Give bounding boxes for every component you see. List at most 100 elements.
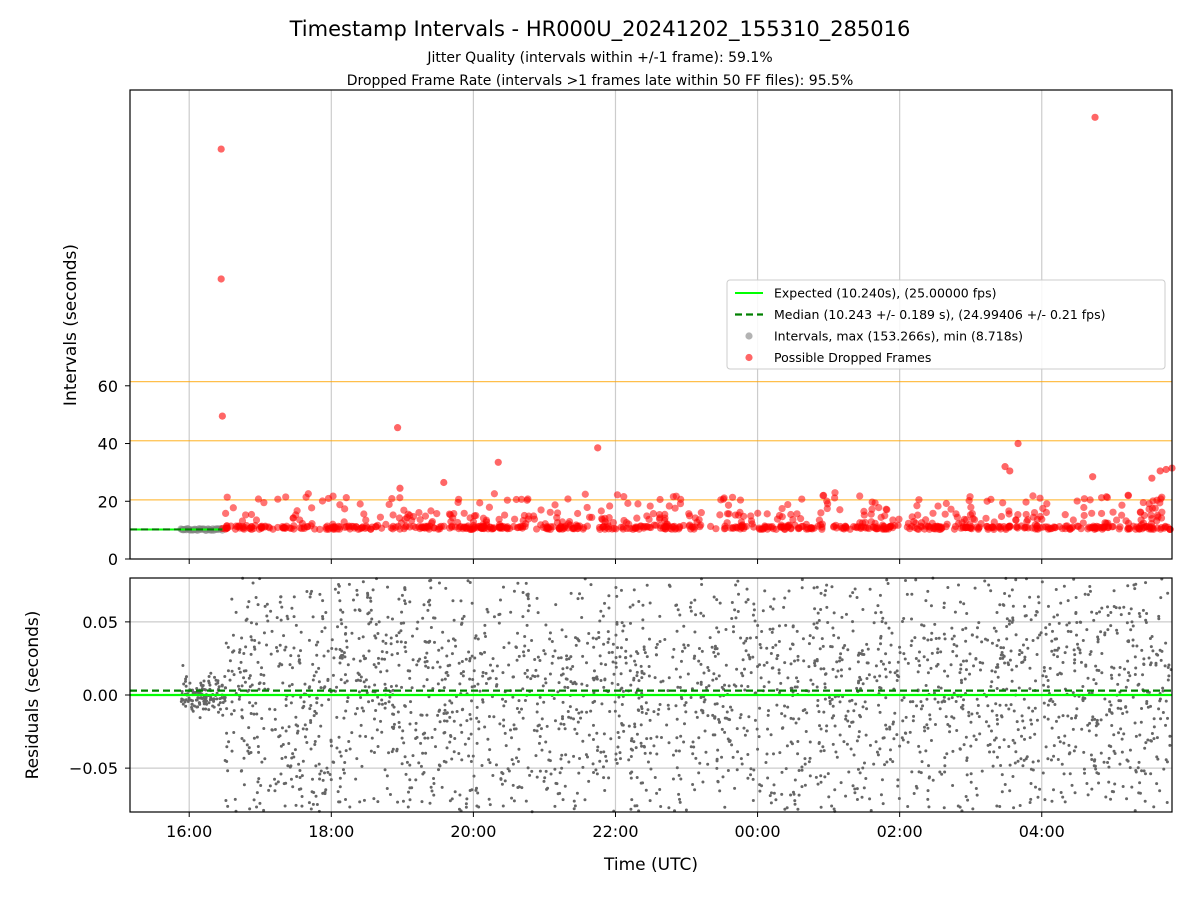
residual-point bbox=[336, 790, 340, 794]
residual-point bbox=[598, 759, 602, 763]
residual-point bbox=[596, 745, 600, 749]
residual-point bbox=[827, 696, 831, 700]
residual-point bbox=[1059, 601, 1063, 605]
residual-point bbox=[699, 611, 703, 615]
dropped-frame-point bbox=[778, 513, 786, 521]
dropped-frame-point bbox=[930, 523, 939, 531]
residual-point bbox=[797, 793, 801, 797]
residual-point bbox=[889, 643, 893, 647]
residual-point bbox=[416, 659, 420, 663]
residual-point bbox=[940, 700, 944, 704]
residual-point bbox=[1109, 703, 1113, 707]
residual-point bbox=[817, 618, 821, 622]
residual-point bbox=[710, 645, 714, 649]
residual-point bbox=[846, 648, 850, 652]
dropped-frame-outlier bbox=[440, 478, 448, 487]
residual-point bbox=[714, 677, 718, 681]
residual-point bbox=[924, 749, 928, 753]
residual-point bbox=[640, 710, 644, 714]
dropped-frame-point bbox=[841, 522, 850, 531]
residual-point bbox=[1008, 619, 1012, 623]
residual-point bbox=[1073, 669, 1077, 673]
residual-point bbox=[617, 714, 621, 718]
residual-point bbox=[1134, 770, 1138, 774]
residual-point bbox=[1057, 621, 1061, 625]
residual-point bbox=[933, 622, 937, 626]
x-tick-label: 22:00 bbox=[592, 822, 638, 841]
residual-point bbox=[692, 745, 696, 749]
dropped-frame-point bbox=[1098, 494, 1106, 502]
residual-point bbox=[485, 607, 489, 611]
residual-point bbox=[791, 624, 795, 628]
residual-point bbox=[723, 716, 727, 720]
residual-point bbox=[1103, 631, 1107, 635]
residual-point bbox=[939, 650, 943, 654]
residual-point bbox=[831, 667, 835, 671]
residual-point bbox=[262, 673, 266, 677]
residual-point bbox=[830, 697, 834, 701]
legend-box bbox=[726, 279, 1166, 370]
residual-point bbox=[984, 720, 988, 724]
residual-point bbox=[526, 597, 530, 601]
dropped-frame-point bbox=[656, 514, 664, 522]
residual-point bbox=[569, 591, 573, 595]
dropped-frame-point bbox=[606, 502, 614, 510]
residual-point bbox=[1065, 623, 1069, 627]
residual-point bbox=[180, 690, 184, 694]
residual-point bbox=[895, 673, 899, 677]
residual-point bbox=[1137, 612, 1141, 616]
residual-point bbox=[216, 681, 220, 685]
dropped-frame-point bbox=[824, 500, 832, 508]
dropped-frame-point bbox=[736, 496, 745, 504]
dropped-frame-point bbox=[697, 509, 705, 517]
residual-point bbox=[956, 583, 960, 587]
residual-point bbox=[622, 624, 626, 628]
residual-point bbox=[663, 638, 667, 642]
residual-point bbox=[774, 798, 778, 802]
residual-point bbox=[448, 699, 452, 703]
residual-point bbox=[633, 725, 637, 729]
residual-point bbox=[836, 669, 840, 673]
residual-point bbox=[403, 602, 407, 606]
dropped-frame-outlier bbox=[1001, 463, 1009, 471]
dropped-frame-outlier bbox=[394, 424, 402, 432]
dropped-frame-point bbox=[915, 496, 923, 504]
residual-point bbox=[1110, 665, 1114, 669]
residual-point bbox=[1119, 707, 1123, 711]
residual-point bbox=[303, 682, 307, 686]
residual-point bbox=[994, 629, 998, 633]
residual-point bbox=[1004, 703, 1008, 707]
residual-point bbox=[198, 716, 202, 720]
residual-point bbox=[621, 689, 625, 693]
residual-point bbox=[803, 762, 807, 766]
residual-point bbox=[777, 624, 781, 628]
residual-point bbox=[286, 617, 290, 621]
residual-point bbox=[1046, 678, 1050, 682]
residual-point bbox=[878, 747, 882, 751]
residual-point bbox=[369, 608, 373, 612]
residual-point bbox=[475, 716, 479, 720]
residual-point bbox=[1062, 772, 1066, 776]
residual-point bbox=[1020, 651, 1024, 655]
residual-point bbox=[404, 641, 408, 645]
residual-point bbox=[999, 764, 1003, 768]
residual-point bbox=[900, 736, 904, 740]
residual-point bbox=[1078, 648, 1082, 652]
residual-point bbox=[311, 678, 315, 682]
residual-point bbox=[377, 620, 381, 624]
residual-point bbox=[1146, 738, 1150, 742]
residual-point bbox=[408, 600, 412, 604]
residual-point bbox=[468, 657, 472, 661]
dropped-frame-point bbox=[937, 524, 946, 533]
residual-point bbox=[294, 623, 298, 627]
residual-point bbox=[223, 758, 227, 762]
dropped-frame-point bbox=[400, 506, 408, 514]
residual-point bbox=[711, 713, 715, 717]
residual-point bbox=[554, 781, 558, 785]
residual-point bbox=[387, 700, 391, 704]
residual-point bbox=[311, 662, 315, 666]
residual-point bbox=[878, 593, 882, 597]
residual-point bbox=[727, 684, 731, 688]
dropped-frame-point bbox=[385, 500, 393, 509]
residual-point bbox=[875, 679, 879, 683]
